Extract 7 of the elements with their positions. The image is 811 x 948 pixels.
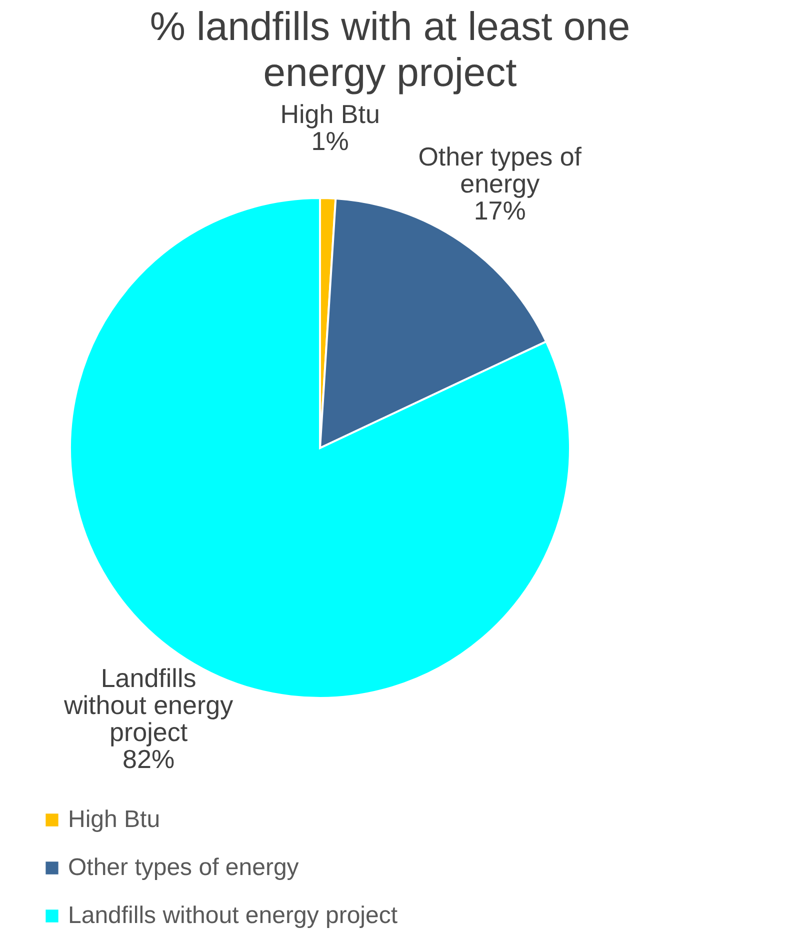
slice-label: Other types of energy [418,141,582,198]
legend-label: Landfills without energy project [68,902,398,929]
legend-label: High Btu [68,806,160,833]
chart-title: % landfills with at least one energy project [150,5,630,95]
legend-label: Other types of energy [68,854,299,881]
slice-label: High Btu [280,99,380,130]
slice-label: Landfills without energy project [62,663,234,748]
